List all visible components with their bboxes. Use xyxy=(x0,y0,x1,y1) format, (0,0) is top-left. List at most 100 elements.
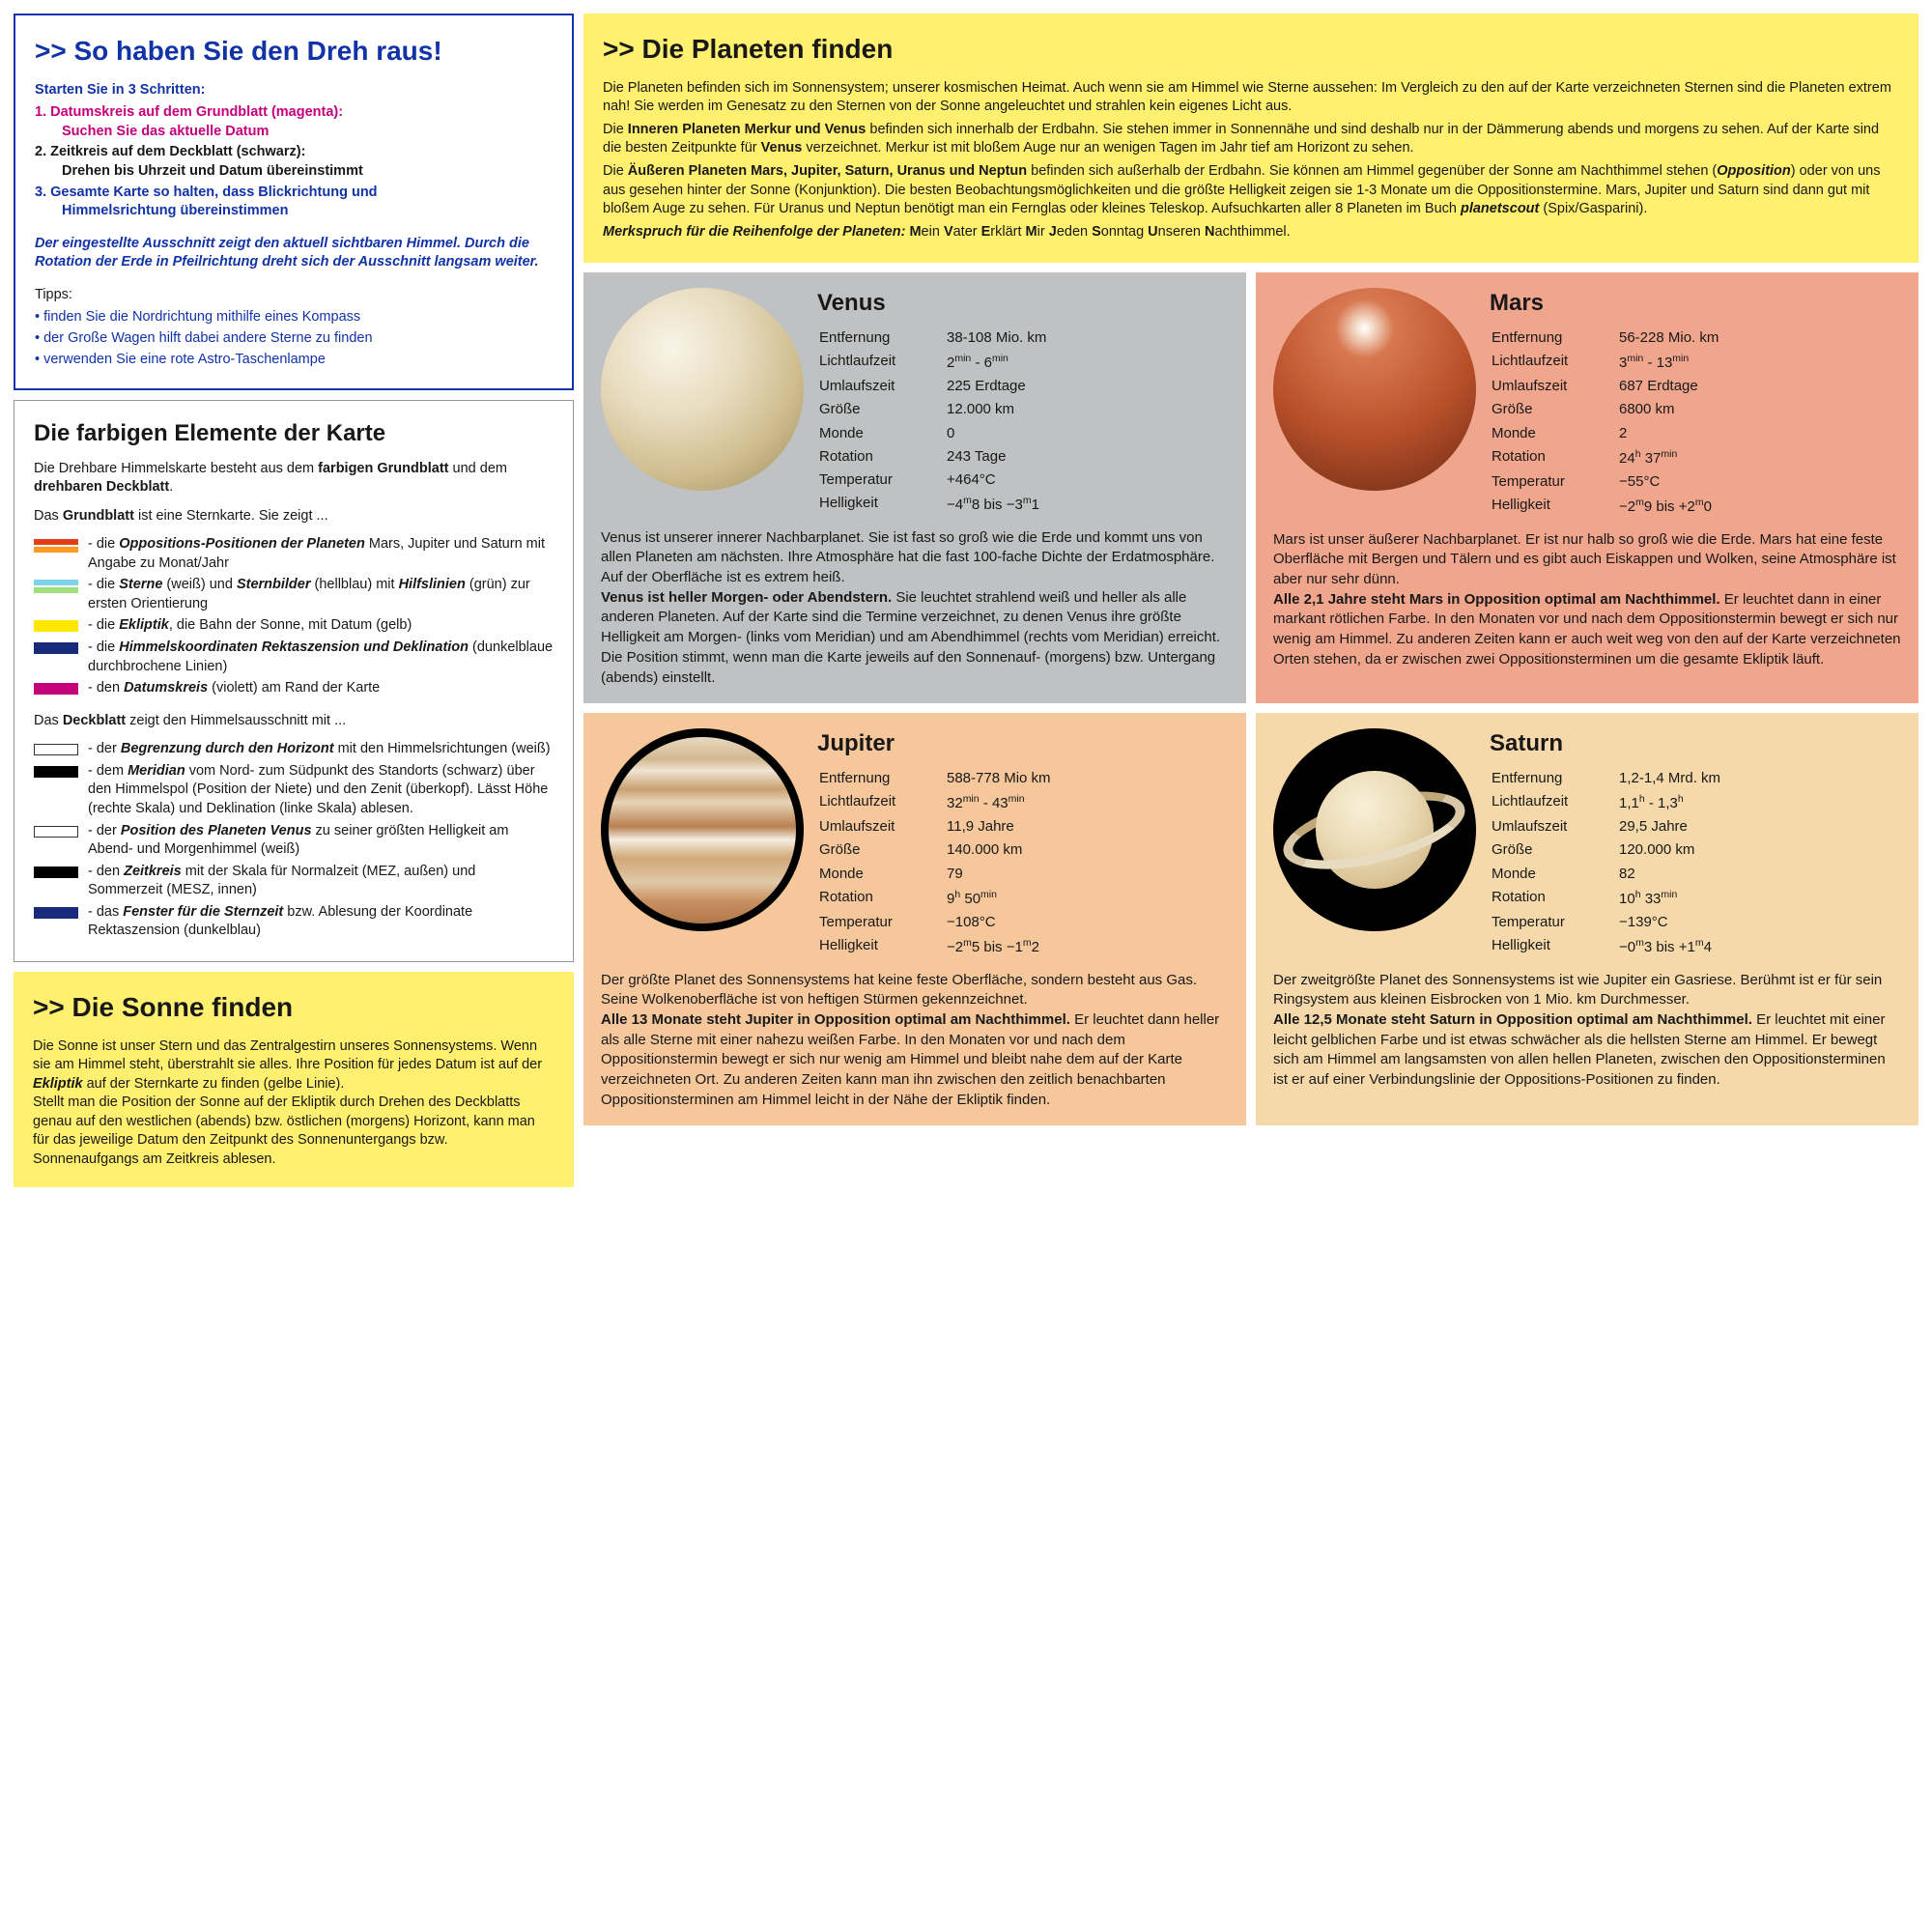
stat-label: Rotation xyxy=(819,446,945,468)
stat-label: Größe xyxy=(819,399,945,420)
legend-text: - dem Meridian vom Nord- zum Südpunkt de… xyxy=(88,762,554,819)
saturn-desc: Der zweitgrößte Planet des Sonnensystems… xyxy=(1273,971,1901,1091)
stat-value: −0m3 bis +1m4 xyxy=(1619,935,1899,958)
stat-value: 140.000 km xyxy=(947,839,1227,861)
stat-label: Helligkeit xyxy=(819,935,945,958)
saturn-stats: Entfernung1,2-1,4 Mrd. kmLichtlaufzeit1,… xyxy=(1490,766,1901,961)
intro-title: >> So haben Sie den Dreh raus! xyxy=(35,33,553,70)
legend-row: - die Sterne (weiß) und Sternbilder (hel… xyxy=(34,576,554,613)
legend-text: - die Himmelskoordinaten Rektaszension u… xyxy=(88,639,554,676)
stat-label: Monde xyxy=(819,423,945,444)
stat-label: Lichtlaufzeit xyxy=(1492,351,1617,374)
grundblatt-head: Das Grundblatt ist eine Sternkarte. Sie … xyxy=(34,507,554,526)
legend-text: - das Fenster für die Sternzeit bzw. Abl… xyxy=(88,903,554,941)
stat-value: 9h 50min xyxy=(947,887,1227,910)
tips-label: Tipps: xyxy=(35,287,72,302)
legend-row: - den Zeitkreis mit der Skala für Normal… xyxy=(34,863,554,900)
stat-value: 243 Tage xyxy=(947,446,1227,468)
stat-value: 1,1h - 1,3h xyxy=(1619,791,1899,814)
stat-value: −55°C xyxy=(1619,471,1899,493)
planets-p3: Die Äußeren Planeten Mars, Jupiter, Satu… xyxy=(603,162,1899,219)
legend-text: - der Position des Planeten Venus zu sei… xyxy=(88,822,554,860)
intro-panel: >> So haben Sie den Dreh raus! Starten S… xyxy=(14,14,574,390)
color-swatch xyxy=(34,907,78,919)
stat-label: Helligkeit xyxy=(1492,935,1617,958)
mars-name: Mars xyxy=(1490,288,1901,319)
stat-label: Entfernung xyxy=(819,768,945,789)
legend-row: - die Himmelskoordinaten Rektaszension u… xyxy=(34,639,554,676)
mars-stats: Entfernung56-228 Mio. kmLichtlaufzeit3mi… xyxy=(1490,326,1901,521)
venus-image xyxy=(601,288,804,491)
saturn-name: Saturn xyxy=(1490,728,1901,759)
stat-label: Entfernung xyxy=(1492,327,1617,349)
planets-p4: Merkspruch für die Reihenfolge der Plane… xyxy=(603,223,1899,242)
deckblatt-head: Das Deckblatt zeigt den Himmelsausschnit… xyxy=(34,712,554,731)
color-swatch xyxy=(34,766,78,778)
stat-label: Lichtlaufzeit xyxy=(819,351,945,374)
color-swatch xyxy=(34,826,78,838)
stat-value: 79 xyxy=(947,864,1227,885)
stat-label: Monde xyxy=(1492,864,1617,885)
stat-value: 3min - 13min xyxy=(1619,351,1899,374)
jupiter-image xyxy=(601,728,804,931)
stat-value: 24h 37min xyxy=(1619,446,1899,469)
tip-item: der Große Wagen hilft dabei andere Stern… xyxy=(35,329,553,349)
stat-value: 2 xyxy=(1619,423,1899,444)
stat-label: Monde xyxy=(1492,423,1617,444)
jupiter-name: Jupiter xyxy=(817,728,1229,759)
stat-value: −108°C xyxy=(947,912,1227,933)
stat-label: Rotation xyxy=(1492,446,1617,469)
legend-row: - die Ekliptik, die Bahn der Sonne, mit … xyxy=(34,616,554,636)
stat-label: Rotation xyxy=(1492,887,1617,910)
sun-p2: Stellt man die Position der Sonne auf de… xyxy=(33,1094,554,1169)
color-swatch xyxy=(34,642,78,654)
stat-value: 10h 33min xyxy=(1619,887,1899,910)
elements-panel: Die farbigen Elemente der Karte Die Dreh… xyxy=(14,400,574,962)
stat-value: 120.000 km xyxy=(1619,839,1899,861)
stat-label: Lichtlaufzeit xyxy=(819,791,945,814)
elements-intro: Die Drehbare Himmelskarte besteht aus de… xyxy=(34,460,554,497)
intro-note: Der eingestellte Ausschnitt zeigt den ak… xyxy=(35,235,553,272)
sun-title: >> Die Sonne finden xyxy=(33,989,554,1026)
venus-desc: Venus ist unserer innerer Nachbarplanet.… xyxy=(601,528,1229,689)
legend-text: - die Sterne (weiß) und Sternbilder (hel… xyxy=(88,576,554,613)
stat-label: Größe xyxy=(819,839,945,861)
stat-value: 2min - 6min xyxy=(947,351,1227,374)
step-1: 1. Datumskreis auf dem Grundblatt (magen… xyxy=(35,103,553,141)
intro-subtitle: Starten Sie in 3 Schritten: xyxy=(35,81,553,100)
stat-value: 6800 km xyxy=(1619,399,1899,420)
stat-label: Größe xyxy=(1492,839,1617,861)
color-swatch xyxy=(34,867,78,878)
stat-value: 687 Erdtage xyxy=(1619,376,1899,397)
legend-row: - der Begrenzung durch den Horizont mit … xyxy=(34,740,554,759)
stat-label: Temperatur xyxy=(819,469,945,491)
stat-label: Temperatur xyxy=(819,912,945,933)
sun-p1: Die Sonne ist unser Stern und das Zentra… xyxy=(33,1037,554,1094)
elements-title: Die farbigen Elemente der Karte xyxy=(34,418,554,449)
step-3: 3. Gesamte Karte so halten, dass Blickri… xyxy=(35,184,553,221)
venus-stats: Entfernung38-108 Mio. kmLichtlaufzeit2mi… xyxy=(817,326,1229,519)
legend-row: - das Fenster für die Sternzeit bzw. Abl… xyxy=(34,903,554,941)
legend-text: - den Datumskreis (violett) am Rand der … xyxy=(88,679,554,698)
stat-label: Temperatur xyxy=(1492,912,1617,933)
stat-label: Lichtlaufzeit xyxy=(1492,791,1617,814)
saturn-image xyxy=(1273,728,1476,931)
stat-label: Rotation xyxy=(819,887,945,910)
color-swatch xyxy=(34,580,78,613)
stat-value: −2m5 bis −1m2 xyxy=(947,935,1227,958)
saturn-card: Saturn Entfernung1,2-1,4 Mrd. kmLichtlau… xyxy=(1256,713,1918,1125)
stat-label: Entfernung xyxy=(819,327,945,349)
tip-item: finden Sie die Nordrichtung mithilfe ein… xyxy=(35,308,553,327)
venus-name: Venus xyxy=(817,288,1229,319)
stat-label: Umlaufszeit xyxy=(819,816,945,838)
stat-value: +464°C xyxy=(947,469,1227,491)
stat-label: Umlaufszeit xyxy=(819,376,945,397)
mars-card: Mars Entfernung56-228 Mio. kmLichtlaufze… xyxy=(1256,272,1918,703)
legend-row: - die Oppositions-Positionen der Planete… xyxy=(34,535,554,573)
color-swatch xyxy=(34,620,78,632)
tips-block: Tipps: finden Sie die Nordrichtung mithi… xyxy=(35,286,553,369)
stat-value: 12.000 km xyxy=(947,399,1227,420)
color-swatch xyxy=(34,683,78,695)
venus-card: Venus Entfernung38-108 Mio. kmLichtlaufz… xyxy=(583,272,1246,703)
planets-p2: Die Inneren Planeten Merkur und Venus be… xyxy=(603,121,1899,158)
